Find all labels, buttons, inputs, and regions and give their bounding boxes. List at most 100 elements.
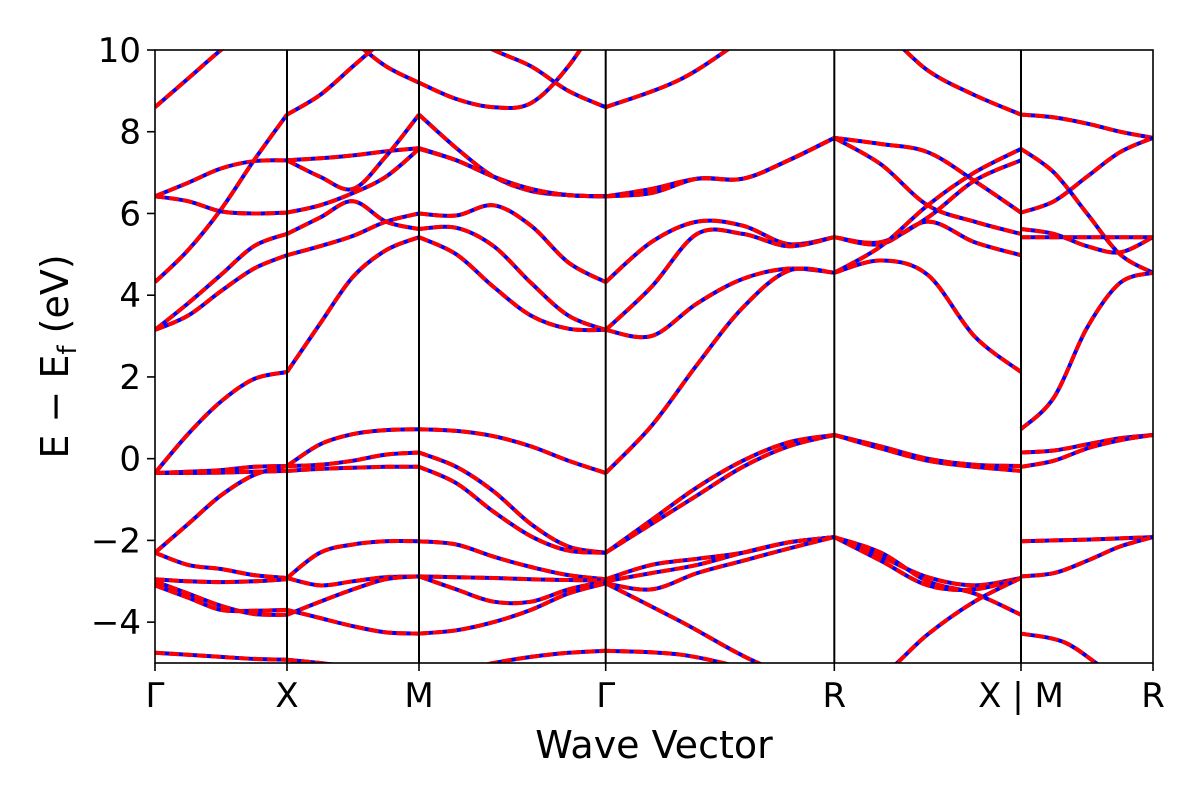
- band-line-red-39: [418, 427, 607, 475]
- x-tick-label: X: [275, 676, 298, 716]
- y-axis-label-subscript: f: [53, 345, 83, 355]
- band-line-red-8: [155, 464, 288, 475]
- band-line-blue-26: [285, 538, 420, 580]
- band-line-red-55: [604, 433, 835, 555]
- band-line-red-84: [1020, 631, 1100, 663]
- band-line-blue-40: [418, 450, 607, 555]
- band-line-blue-79: [1019, 270, 1153, 431]
- band-line-blue-37: [418, 224, 607, 332]
- band-line-red-73: [893, 576, 1022, 663]
- band-line-red-82: [1020, 535, 1153, 544]
- band-line-red-16: [285, 50, 375, 117]
- band-line-red-58: [605, 535, 835, 592]
- y-axis-label-unit: (eV): [33, 254, 77, 333]
- band-line-blue-2: [155, 158, 288, 199]
- band-line-red-75: [1019, 147, 1153, 275]
- band-line-red-29: [286, 607, 420, 636]
- band-line-blue-73: [893, 576, 1022, 663]
- y-axis-label-gap: [33, 333, 77, 345]
- band-line-blue-10: [155, 550, 288, 580]
- plot-frame: [154, 49, 1154, 664]
- band-line-red-1: [155, 194, 288, 216]
- band-line-red-20: [286, 199, 420, 236]
- band-line-blue-9: [155, 464, 288, 555]
- band-line-red-32: [489, 50, 607, 110]
- band-line-blue-6: [155, 370, 288, 475]
- band-line-blue-54: [604, 433, 835, 555]
- y-axis-label: E − Ef (eV): [33, 254, 83, 458]
- band-line-blue-62: [834, 135, 1023, 215]
- x-tick-label: M: [404, 676, 433, 716]
- band-line-red-5: [155, 232, 288, 332]
- y-tick-label: −4: [91, 603, 141, 643]
- band-line-red-61: [901, 50, 1022, 117]
- band-line-blue-55: [604, 433, 835, 555]
- band-line-red-62: [834, 135, 1023, 215]
- band-line-red-43: [418, 574, 606, 583]
- band-line-red-41: [418, 464, 606, 555]
- band-line-red-71: [833, 535, 1022, 592]
- band-line-red-27: [286, 574, 420, 588]
- band-line-red-49: [605, 136, 836, 199]
- band-line-red-79: [1019, 270, 1153, 431]
- y-tick-label: 0: [119, 440, 141, 480]
- y-axis-label-main: E − E: [33, 355, 77, 459]
- band-line-red-10: [155, 550, 288, 580]
- band-line-red-25: [286, 464, 420, 473]
- x-tick-label: R: [1141, 676, 1165, 716]
- band-line-blue-45: [418, 581, 607, 636]
- x-tick-label: Γ: [596, 676, 615, 716]
- y-tick-label: −2: [91, 521, 141, 561]
- band-line-blue-66: [833, 147, 1022, 275]
- y-tick-label: 2: [119, 358, 141, 398]
- y-axis-ticks: −4 −2 0 2 4 6 8 10: [91, 31, 155, 643]
- band-line-red-67: [833, 258, 1023, 374]
- band-line-red-44: [418, 574, 607, 606]
- band-line-blue-39: [418, 427, 607, 475]
- band-line-red-46: [484, 648, 606, 663]
- band-line-red-36: [418, 203, 607, 284]
- band-line-red-77: [1020, 227, 1153, 255]
- band-line-red-13: [155, 583, 288, 614]
- band-line-red-3: [155, 113, 289, 284]
- y-tick-label: 10: [98, 31, 141, 71]
- band-line-red-83: [1020, 535, 1153, 579]
- high-symmetry-lines: [286, 50, 1022, 663]
- band-line-blue-42: [418, 539, 606, 582]
- band-line-red-17: [286, 146, 420, 163]
- band-line-red-18: [286, 113, 421, 192]
- band-line-blue-64: [834, 158, 1022, 245]
- band-line-blue-5: [155, 232, 288, 332]
- band-line-red-11: [155, 577, 288, 585]
- x-tick-label: Γ: [146, 676, 165, 716]
- band-line-red-4: [155, 253, 288, 332]
- band-line-red-6: [155, 370, 288, 475]
- band-line-blue-61: [901, 50, 1022, 117]
- band-line-red-72: [833, 535, 1022, 617]
- band-line-red-48: [605, 136, 836, 199]
- band-line-red-38: [418, 235, 606, 333]
- band-line-red-76: [1020, 136, 1153, 215]
- band-line-red-40: [418, 450, 607, 555]
- band-line-red-47: [604, 50, 731, 110]
- band-line-red-53: [604, 266, 835, 475]
- band-line-blue-59: [605, 648, 732, 663]
- band-line-red-54: [604, 433, 835, 555]
- band-line-red-51: [604, 227, 835, 332]
- band-line-blue-49: [605, 136, 836, 199]
- band-line-red-15: [361, 50, 420, 85]
- band-line-blue-52: [605, 266, 835, 340]
- band-line-red-28: [286, 574, 420, 617]
- x-tick-label: R: [823, 676, 847, 716]
- band-line-red-14: [155, 650, 288, 662]
- band-line-red-12: [155, 579, 288, 617]
- band-line-red-80: [1020, 433, 1153, 455]
- band-line-red-24: [286, 450, 420, 468]
- band-line-red-74: [1020, 112, 1153, 140]
- band-line-red-42: [418, 539, 606, 582]
- band-line-red-45: [418, 581, 607, 636]
- band-line-red-2: [155, 158, 288, 199]
- band-line-red-22: [285, 235, 420, 374]
- band-line-red-23: [285, 427, 420, 468]
